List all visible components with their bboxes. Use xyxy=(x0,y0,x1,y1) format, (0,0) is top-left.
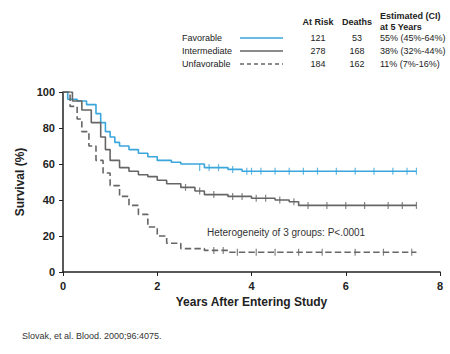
svg-text:11% (7%-16%): 11% (7%-16%) xyxy=(380,59,440,69)
svg-text:Favorable: Favorable xyxy=(182,33,222,43)
svg-text:184: 184 xyxy=(310,59,325,69)
svg-text:0: 0 xyxy=(49,266,55,278)
svg-text:Deaths: Deaths xyxy=(342,17,372,27)
svg-text:Years After Entering Study: Years After Entering Study xyxy=(176,295,328,309)
svg-text:20: 20 xyxy=(43,230,55,242)
svg-text:40: 40 xyxy=(43,194,55,206)
svg-text:55% (45%-64%): 55% (45%-64%) xyxy=(380,33,446,43)
svg-text:Survival (%): Survival (%) xyxy=(13,148,27,217)
svg-text:38% (32%-44%): 38% (32%-44%) xyxy=(380,46,446,56)
svg-text:Unfavorable: Unfavorable xyxy=(182,59,231,69)
svg-text:4: 4 xyxy=(248,280,255,292)
svg-text:80: 80 xyxy=(43,122,55,134)
svg-text:60: 60 xyxy=(43,158,55,170)
svg-text:121: 121 xyxy=(310,33,325,43)
svg-text:Heterogeneity of 3 groups: P<.: Heterogeneity of 3 groups: P<.0001 xyxy=(207,227,366,238)
svg-text:At Risk: At Risk xyxy=(302,17,334,27)
svg-text:168: 168 xyxy=(349,46,364,56)
svg-text:0: 0 xyxy=(60,280,66,292)
svg-text:2: 2 xyxy=(154,280,160,292)
svg-text:6: 6 xyxy=(343,280,349,292)
svg-text:8: 8 xyxy=(437,280,443,292)
svg-text:53: 53 xyxy=(352,33,362,43)
svg-text:Intermediate: Intermediate xyxy=(182,46,232,56)
svg-text:162: 162 xyxy=(349,59,364,69)
svg-text:278: 278 xyxy=(310,46,325,56)
svg-text:100: 100 xyxy=(37,86,55,98)
svg-text:at 5 Years: at 5 Years xyxy=(380,22,422,32)
svg-text:Estimated (CI): Estimated (CI) xyxy=(380,11,441,21)
svg-text:Slovak, et al. Blood. 2000;96:: Slovak, et al. Blood. 2000;96:4075. xyxy=(22,331,162,341)
